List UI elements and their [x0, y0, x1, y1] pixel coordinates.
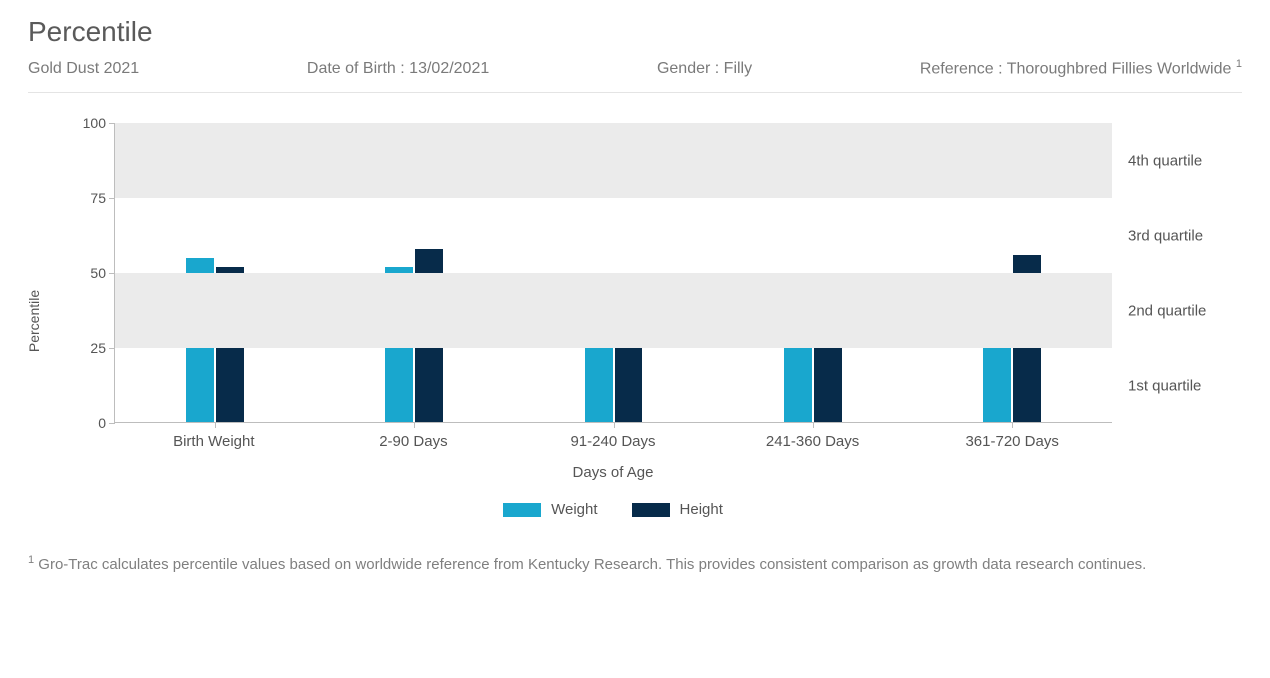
- quartile-band: [115, 273, 1112, 348]
- y-tick-mark: [109, 348, 115, 349]
- x-tick-mark: [215, 422, 216, 428]
- quartile-label: 2nd quartile: [1128, 302, 1206, 319]
- meta-row: Gold Dust 2021 Date of Birth : 13/02/202…: [28, 58, 1242, 93]
- quartile-label-column: 1st quartile 2nd quartile 3rd quartile 4th …: [1112, 123, 1242, 423]
- x-tick-mark: [813, 422, 814, 428]
- quartile-band: [115, 123, 1112, 198]
- y-tick-label: 50: [90, 265, 106, 281]
- plot-area: [114, 123, 1112, 423]
- y-axis-title: Percentile: [26, 290, 42, 352]
- plot-row: 0255075100 1st quartile2nd quartile3rd q…: [66, 123, 1242, 423]
- y-tick-label: 0: [98, 415, 106, 431]
- footnote: 1 Gro-Trac calculates percentile values …: [28, 552, 1242, 576]
- legend-item-height: Height: [632, 501, 723, 518]
- legend: Weight Height: [114, 501, 1112, 518]
- legend-item-weight: Weight: [503, 501, 597, 518]
- legend-swatch: [503, 503, 541, 517]
- footnote-text: Gro-Trac calculates percentile values ba…: [38, 556, 1146, 573]
- y-tick-mark: [109, 198, 115, 199]
- page-root: Percentile Gold Dust 2021 Date of Birth …: [0, 0, 1270, 605]
- y-tick-mark: [109, 423, 115, 424]
- y-tick-mark: [109, 123, 115, 124]
- x-axis-title: Days of Age: [114, 464, 1112, 481]
- x-tick-label: 361-720 Days: [912, 433, 1112, 450]
- dob: Date of Birth : 13/02/2021: [307, 60, 489, 78]
- x-tick-label: 241-360 Days: [713, 433, 913, 450]
- gender-value: Filly: [724, 60, 752, 77]
- x-tick-mark: [614, 422, 615, 428]
- gender-label: Gender :: [657, 60, 719, 77]
- y-tick-mark: [109, 273, 115, 274]
- x-tick-label: Birth Weight: [114, 433, 314, 450]
- legend-label: Height: [680, 501, 723, 518]
- y-tick-label: 75: [90, 190, 106, 206]
- reference-value: Thoroughbred Fillies Worldwide: [1007, 60, 1232, 77]
- dob-value: 13/02/2021: [409, 60, 489, 77]
- y-tick-column: 0255075100: [66, 123, 114, 423]
- x-labels-row: Birth Weight2-90 Days91-240 Days241-360 …: [114, 433, 1112, 450]
- x-tick-label: 91-240 Days: [513, 433, 713, 450]
- x-tick-label: 2-90 Days: [314, 433, 514, 450]
- chart: Percentile 0255075100 1st quartile2nd qu…: [28, 123, 1242, 518]
- footnote-sup: 1: [28, 554, 34, 566]
- x-tick-mark: [414, 422, 415, 428]
- quartile-label: 1st quartile: [1128, 377, 1201, 394]
- horse-name: Gold Dust 2021: [28, 60, 139, 78]
- reference-sup: 1: [1236, 58, 1242, 70]
- page-title: Percentile: [28, 16, 1242, 48]
- quartile-label: 3rd quartile: [1128, 227, 1203, 244]
- dob-label: Date of Birth :: [307, 60, 405, 77]
- legend-label: Weight: [551, 501, 597, 518]
- y-tick-label: 25: [90, 340, 106, 356]
- reference-label: Reference :: [920, 60, 1003, 77]
- quartile-label: 4th quartile: [1128, 152, 1202, 169]
- reference: Reference : Thoroughbred Fillies Worldwi…: [920, 58, 1242, 78]
- x-tick-mark: [1012, 422, 1013, 428]
- gender: Gender : Filly: [657, 60, 752, 78]
- y-tick-label: 100: [83, 115, 106, 131]
- legend-swatch: [632, 503, 670, 517]
